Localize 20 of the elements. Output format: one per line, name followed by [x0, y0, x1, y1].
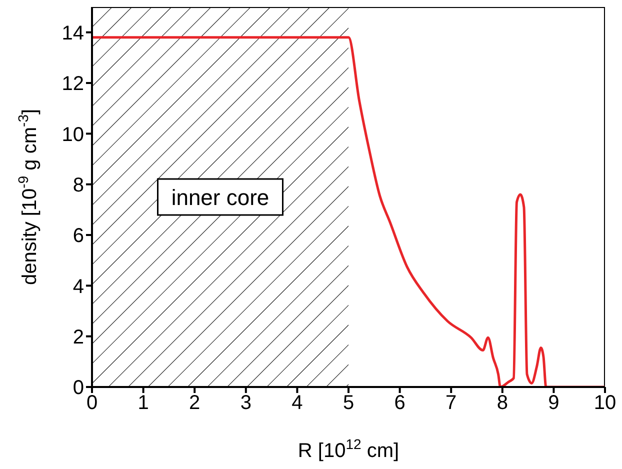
- y-tick-label: 10: [62, 124, 84, 146]
- x-tick-label: 9: [548, 392, 560, 414]
- x-tick-label: 5: [342, 392, 354, 414]
- y-tick-label: 2: [72, 326, 84, 348]
- x-tick-label: 3: [240, 392, 252, 414]
- x-tick-label: 8: [496, 392, 508, 414]
- x-tick-label: 7: [446, 392, 457, 414]
- y-tick-label: 12: [62, 73, 84, 96]
- y-tick-label: 0: [72, 377, 84, 400]
- x-tick-label: 1: [138, 392, 149, 414]
- x-axis-title: R [10$^{12}$ cm]: [298, 436, 400, 462]
- x-tick-label: 10: [594, 392, 616, 414]
- y-tick-label: 6: [72, 225, 84, 248]
- x-tick-label: 2: [189, 392, 200, 414]
- x-tick-label: 6: [394, 392, 406, 414]
- y-tick-label: 14: [62, 22, 84, 44]
- x-tick-label: 4: [292, 392, 303, 414]
- y-tick-label: 4: [72, 276, 84, 298]
- band-label: inner core: [171, 185, 270, 210]
- y-tick-label: 8: [72, 174, 84, 196]
